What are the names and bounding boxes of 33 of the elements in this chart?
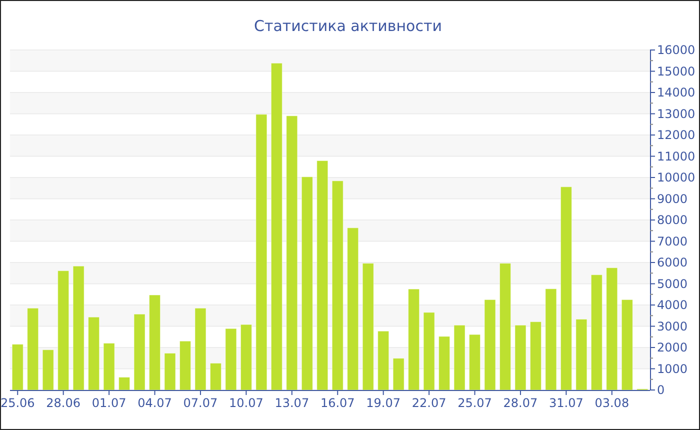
- x-tick-label: 28.07: [503, 396, 538, 410]
- chart-title: Статистика активности: [254, 17, 442, 35]
- y-tick-label: 12000: [657, 128, 696, 142]
- y-tick-label: 4000: [657, 298, 688, 312]
- x-tick-label: 03.08: [594, 396, 630, 410]
- y-tick-label: 15000: [657, 64, 696, 78]
- x-tick-label: 25.06: [0, 396, 35, 410]
- x-tick-label: 25.07: [458, 396, 492, 410]
- y-tick-label: 6000: [657, 256, 688, 270]
- y-tick-label: 9000: [657, 192, 688, 206]
- x-tick-label: 01.07: [92, 396, 126, 410]
- y-tick-label: 2000: [657, 340, 688, 354]
- y-tick-label: 7000: [657, 234, 688, 248]
- x-tick-label: 31.07: [549, 396, 584, 410]
- y-tick-label: 13000: [657, 106, 696, 121]
- x-tick-label: 16.07: [320, 396, 355, 410]
- x-tick-label: 07.07: [183, 396, 218, 410]
- x-tick-label: 22.07: [412, 396, 446, 410]
- x-tick-label: 19.07: [366, 396, 401, 410]
- y-tick-label: 8000: [657, 213, 688, 227]
- y-tick-label: 14000: [657, 86, 696, 100]
- y-tick-label: 3000: [657, 319, 688, 334]
- bar: [118, 377, 130, 390]
- y-tick-label: 11000: [657, 149, 696, 164]
- x-tick-label: 04.07: [138, 396, 172, 410]
- y-tick-label: 16000: [657, 43, 696, 57]
- x-tick-label: 28.06: [46, 396, 81, 410]
- y-tick-label: 5000: [657, 276, 688, 291]
- y-tick-label: 0: [657, 383, 665, 397]
- y-tick-label: 1000: [657, 362, 688, 376]
- x-tick-label: 10.07: [229, 396, 264, 410]
- x-tick-label: 13.07: [274, 396, 310, 410]
- y-tick-label: 10000: [657, 170, 696, 184]
